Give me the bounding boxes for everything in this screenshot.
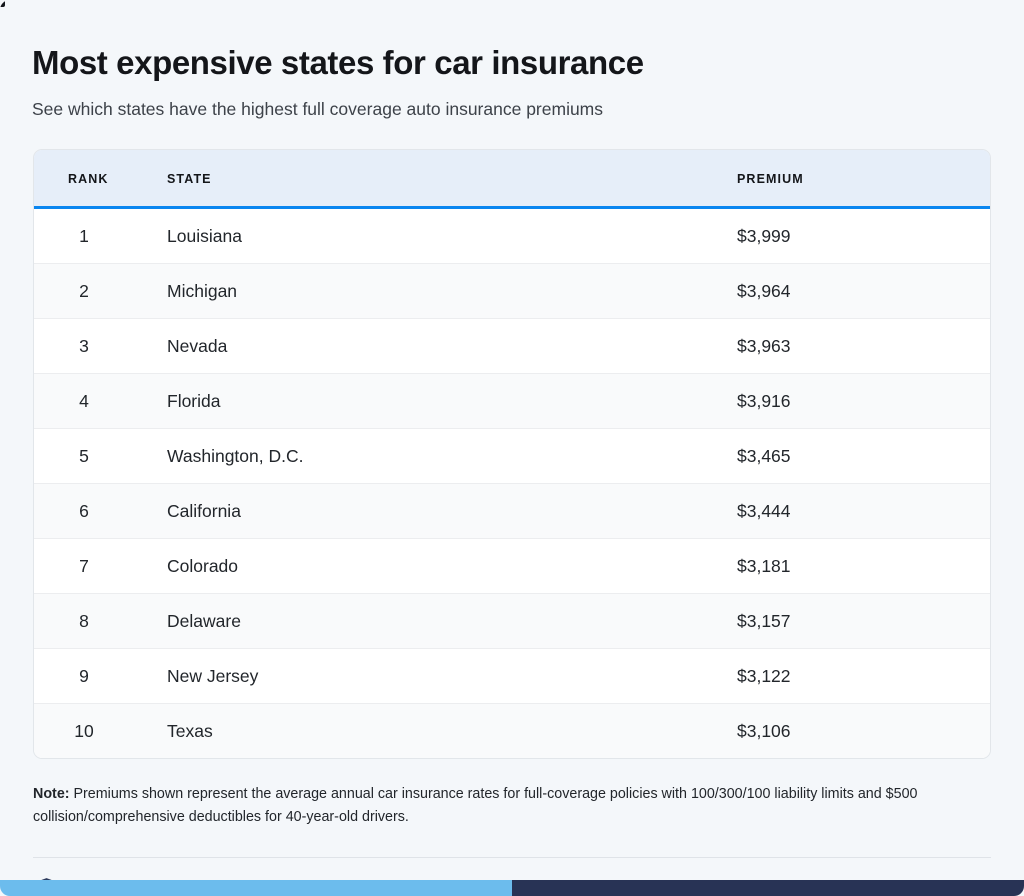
note-text: Premiums shown represent the average ann… [33, 785, 918, 825]
cell-rank: 10 [34, 703, 134, 758]
cell-premium: $3,916 [704, 373, 990, 429]
cell-state: Texas [134, 703, 704, 758]
table-row: 9 New Jersey $3,122 [34, 648, 990, 704]
cell-rank: 8 [34, 593, 134, 649]
cell-rank: 2 [34, 263, 134, 319]
cell-premium: $3,963 [704, 318, 990, 374]
table-header-row: RANK STATE PREMIUM [34, 149, 990, 209]
page-subtitle: See which states have the highest full c… [32, 98, 604, 119]
cell-premium: $3,465 [704, 428, 990, 484]
cell-state: Nevada [134, 318, 704, 374]
premium-table-container: RANK STATE PREMIUM 1 Louisiana $3,999 2 … [33, 148, 991, 759]
cell-premium: $3,106 [704, 703, 990, 758]
cell-premium: $3,964 [704, 263, 990, 319]
table-row: 8 Delaware $3,157 [34, 593, 990, 649]
table-row: 3 Nevada $3,963 [34, 318, 990, 374]
table-row: 10 Texas $3,106 [34, 703, 990, 758]
cell-rank: 3 [34, 318, 134, 374]
page-title: Most expensive states for car insurance [32, 44, 644, 81]
table-row: 1 Louisiana $3,999 [34, 207, 990, 264]
cell-state: Michigan [134, 263, 704, 319]
footer-divider [33, 857, 991, 858]
cell-premium: $3,157 [704, 593, 990, 649]
column-header-rank[interactable]: RANK [34, 149, 134, 209]
table-header: RANK STATE PREMIUM [34, 149, 990, 209]
table-body: 1 Louisiana $3,999 2 Michigan $3,964 3 N… [34, 207, 990, 758]
cell-state: Florida [134, 373, 704, 429]
cell-rank: 4 [34, 373, 134, 429]
cell-state: Delaware [134, 593, 704, 649]
cell-rank: 7 [34, 538, 134, 594]
cell-premium: $3,999 [704, 207, 990, 264]
cell-rank: 6 [34, 483, 134, 539]
cell-premium: $3,444 [704, 483, 990, 539]
cell-rank: 5 [34, 428, 134, 484]
cell-rank: 9 [34, 648, 134, 704]
table-row: 4 Florida $3,916 [34, 373, 990, 429]
column-header-state[interactable]: STATE [134, 149, 704, 209]
table-row: 5 Washington, D.C. $3,465 [34, 428, 990, 484]
cell-state: New Jersey [134, 648, 704, 704]
cell-state: Colorado [134, 538, 704, 594]
corner-mark [0, 0, 5, 7]
column-header-premium[interactable]: PREMIUM [704, 149, 990, 209]
cell-rank: 1 [34, 207, 134, 264]
cell-state: California [134, 483, 704, 539]
bottom-accent-bars [0, 880, 1024, 896]
table-row: 6 California $3,444 [34, 483, 990, 539]
bottom-bar-light [0, 880, 512, 896]
table-row: 7 Colorado $3,181 [34, 538, 990, 594]
header: Most expensive states for car insurance … [0, 0, 1024, 121]
cell-premium: $3,181 [704, 538, 990, 594]
bottom-bar-dark [512, 880, 1024, 896]
cell-state: Louisiana [134, 207, 704, 264]
table-row: 2 Michigan $3,964 [34, 263, 990, 319]
cell-premium: $3,122 [704, 648, 990, 704]
cell-state: Washington, D.C. [134, 428, 704, 484]
note-block: Note: Premiums shown represent the avera… [33, 783, 991, 829]
note-label: Note: [33, 785, 70, 802]
premium-table: RANK STATE PREMIUM 1 Louisiana $3,999 2 … [34, 149, 990, 758]
